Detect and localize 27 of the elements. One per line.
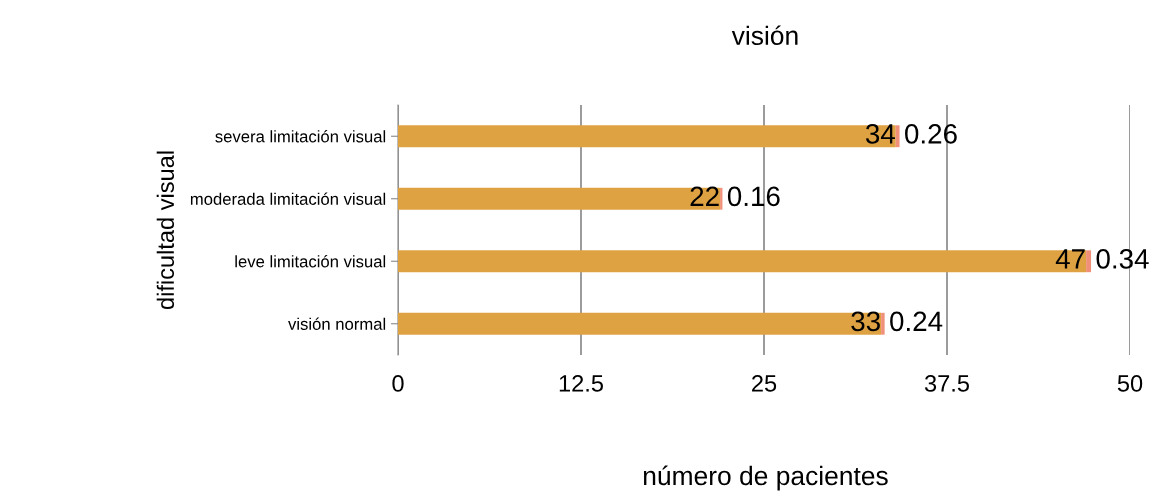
bar <box>398 187 721 210</box>
y-tick-label: moderada limitación visual <box>190 192 386 205</box>
y-tick-label: visión normal <box>288 317 386 330</box>
bar <box>398 125 896 148</box>
data-label: 0.26 <box>905 124 957 144</box>
x-axis-title: número de pacientes <box>643 465 888 491</box>
data-label: 34 <box>865 124 895 144</box>
data-label: 47 <box>1055 249 1085 269</box>
bar <box>881 312 885 335</box>
y-tick-label: leve limitación visual <box>235 255 386 268</box>
chart-title: visión <box>731 25 798 46</box>
data-label: 33 <box>851 311 880 332</box>
y-axis-title: dificultad visual <box>156 151 175 310</box>
x-tick-label: 37.5 <box>924 375 969 392</box>
data-label: 0.34 <box>1096 249 1149 269</box>
x-tick-label: 0 <box>392 375 404 392</box>
x-tick-label: 12.5 <box>559 375 603 392</box>
x-tick-label: 50 <box>1117 375 1143 392</box>
data-label: 0.16 <box>727 186 780 207</box>
data-label: 22 <box>690 186 719 206</box>
bar <box>398 250 1087 273</box>
x-tick-label: 25 <box>752 375 777 392</box>
data-label: 0.24 <box>890 311 943 332</box>
bar <box>895 125 900 148</box>
bar <box>398 312 882 335</box>
bar <box>1086 250 1092 273</box>
y-tick-label: severa limitación visual <box>215 130 386 143</box>
